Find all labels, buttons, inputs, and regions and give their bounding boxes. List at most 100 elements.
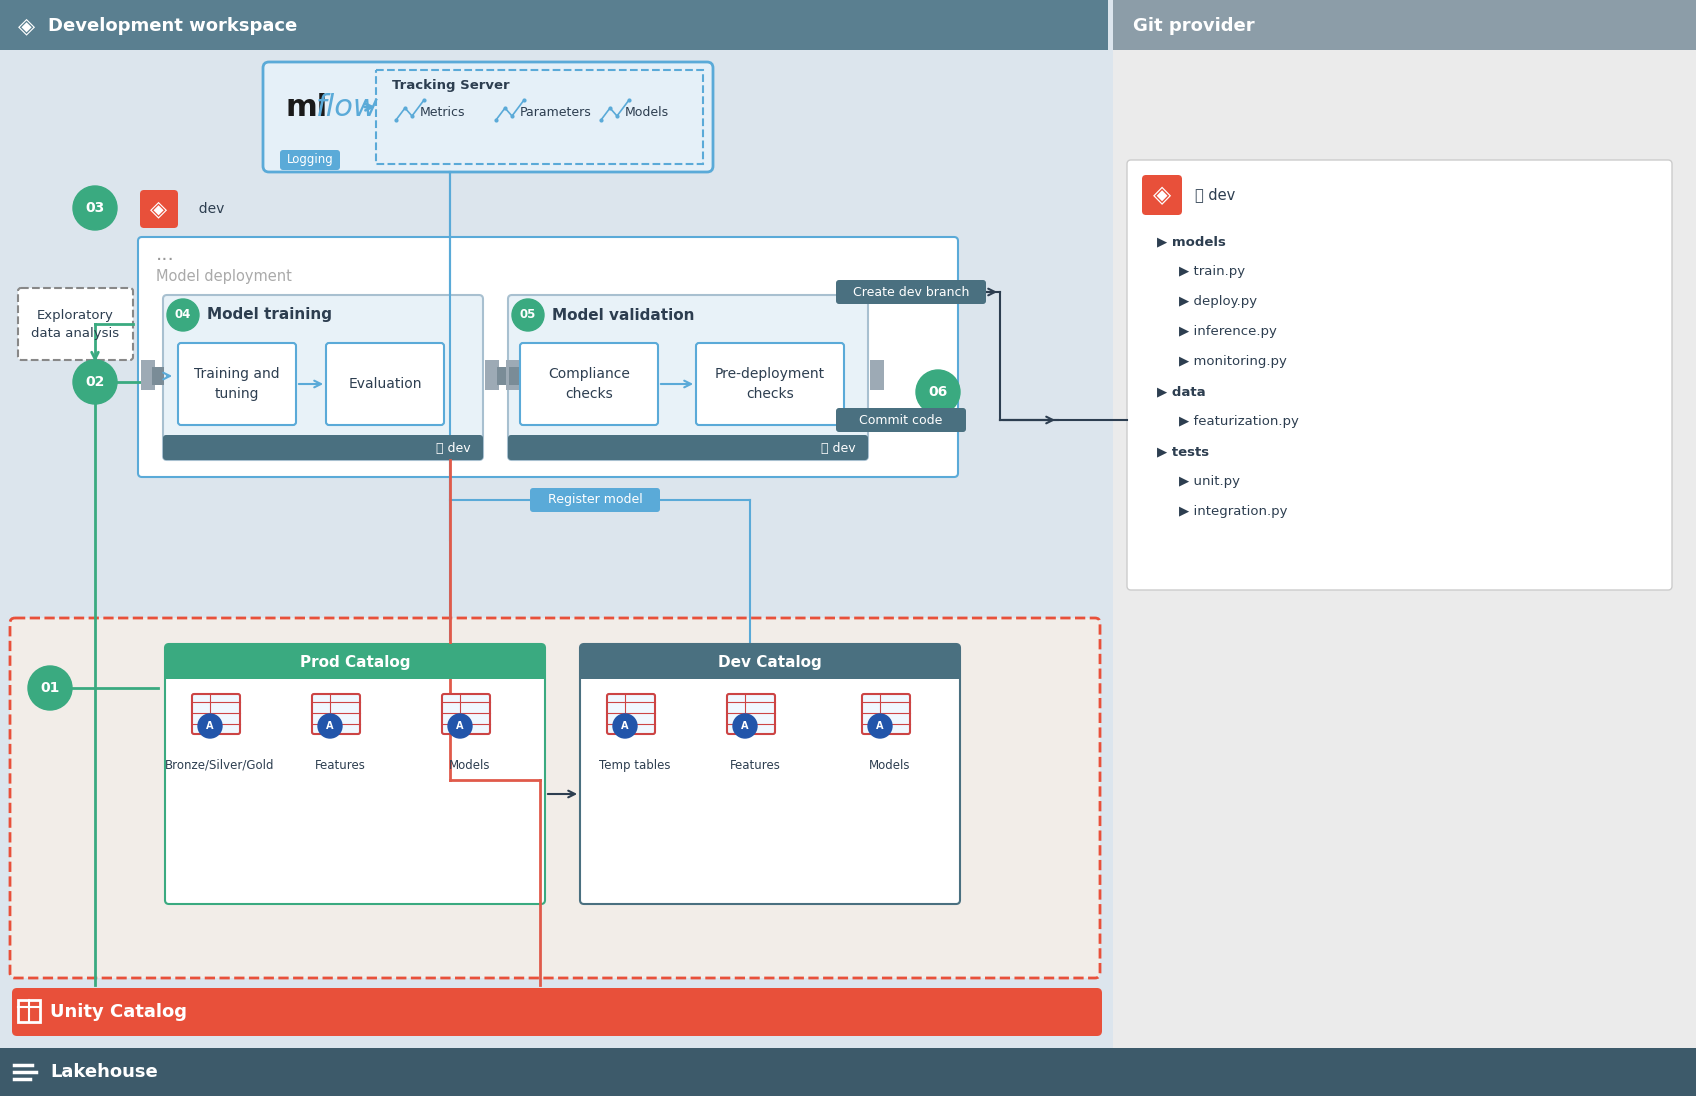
Text: ▶ models: ▶ models bbox=[1157, 236, 1226, 249]
Text: ▶ integration.py: ▶ integration.py bbox=[1179, 505, 1287, 518]
Text: 04: 04 bbox=[175, 308, 192, 321]
Text: Tracking Server: Tracking Server bbox=[392, 79, 509, 91]
Text: Temp tables: Temp tables bbox=[599, 760, 670, 772]
Text: Features: Features bbox=[314, 760, 365, 772]
Circle shape bbox=[448, 713, 471, 738]
Bar bbox=[19, 1000, 41, 1021]
Text: Unity Catalog: Unity Catalog bbox=[49, 1003, 187, 1021]
Text: ...: ... bbox=[156, 246, 175, 264]
Text: ◈: ◈ bbox=[151, 199, 168, 219]
Text: Pre-deployment
checks: Pre-deployment checks bbox=[716, 367, 824, 401]
Text: Logging: Logging bbox=[287, 153, 334, 167]
FancyBboxPatch shape bbox=[862, 694, 911, 734]
Text: ᚹ dev: ᚹ dev bbox=[1196, 187, 1235, 203]
Text: Dev Catalog: Dev Catalog bbox=[717, 654, 823, 670]
Circle shape bbox=[73, 359, 117, 404]
Bar bbox=[377, 70, 704, 164]
Circle shape bbox=[166, 299, 198, 331]
Text: flow: flow bbox=[315, 92, 378, 122]
FancyBboxPatch shape bbox=[443, 694, 490, 734]
Text: A: A bbox=[877, 721, 884, 731]
Circle shape bbox=[73, 186, 117, 230]
Bar bbox=[176, 308, 941, 473]
Text: ▶ deploy.py: ▶ deploy.py bbox=[1179, 296, 1257, 308]
Text: 03: 03 bbox=[85, 201, 105, 215]
FancyBboxPatch shape bbox=[165, 644, 544, 904]
Text: Training and
tuning: Training and tuning bbox=[193, 367, 280, 401]
FancyBboxPatch shape bbox=[178, 343, 297, 425]
Text: 06: 06 bbox=[928, 385, 948, 399]
Circle shape bbox=[198, 713, 222, 738]
FancyBboxPatch shape bbox=[165, 644, 544, 680]
FancyBboxPatch shape bbox=[137, 237, 958, 477]
Circle shape bbox=[612, 713, 638, 738]
Text: 02: 02 bbox=[85, 375, 105, 389]
Text: Git provider: Git provider bbox=[1133, 18, 1255, 35]
FancyBboxPatch shape bbox=[529, 488, 660, 512]
Text: A: A bbox=[207, 721, 214, 731]
FancyBboxPatch shape bbox=[607, 694, 655, 734]
FancyBboxPatch shape bbox=[728, 694, 775, 734]
FancyBboxPatch shape bbox=[19, 288, 132, 359]
Circle shape bbox=[868, 713, 892, 738]
Bar bbox=[141, 359, 154, 390]
Text: ▶ tests: ▶ tests bbox=[1157, 445, 1209, 458]
Text: Bronze/Silver/Gold: Bronze/Silver/Gold bbox=[165, 760, 275, 772]
Bar bbox=[165, 662, 544, 680]
Bar bbox=[0, 0, 1107, 50]
FancyBboxPatch shape bbox=[163, 435, 483, 460]
Text: Register model: Register model bbox=[548, 493, 643, 506]
Text: Models: Models bbox=[870, 760, 911, 772]
Text: ᚹ dev: ᚹ dev bbox=[436, 442, 471, 455]
Text: 05: 05 bbox=[519, 308, 536, 321]
FancyBboxPatch shape bbox=[509, 435, 868, 460]
Text: Models: Models bbox=[626, 106, 670, 119]
Text: Metrics: Metrics bbox=[421, 106, 465, 119]
Bar bbox=[497, 367, 509, 385]
FancyBboxPatch shape bbox=[192, 694, 241, 734]
Text: ◈: ◈ bbox=[1153, 183, 1170, 207]
FancyBboxPatch shape bbox=[1128, 160, 1672, 590]
Circle shape bbox=[29, 666, 71, 710]
Bar bbox=[0, 50, 1107, 1050]
FancyBboxPatch shape bbox=[163, 295, 483, 460]
Text: Exploratory
data analysis: Exploratory data analysis bbox=[31, 308, 119, 340]
Text: Lakehouse: Lakehouse bbox=[49, 1063, 158, 1081]
FancyBboxPatch shape bbox=[521, 343, 658, 425]
Text: Evaluation: Evaluation bbox=[348, 377, 422, 391]
FancyBboxPatch shape bbox=[12, 987, 1102, 1036]
Text: A: A bbox=[326, 721, 334, 731]
FancyBboxPatch shape bbox=[836, 408, 967, 432]
Bar bbox=[1113, 0, 1696, 50]
Text: 01: 01 bbox=[41, 681, 59, 695]
Text: ml: ml bbox=[285, 92, 327, 122]
Text: Models: Models bbox=[449, 760, 490, 772]
Text: Development workspace: Development workspace bbox=[47, 18, 297, 35]
FancyBboxPatch shape bbox=[695, 343, 845, 425]
FancyBboxPatch shape bbox=[580, 644, 960, 904]
Bar bbox=[870, 359, 884, 390]
Circle shape bbox=[916, 370, 960, 414]
Bar bbox=[505, 359, 521, 390]
Text: ▶ inference.py: ▶ inference.py bbox=[1179, 326, 1277, 339]
Text: ▶ train.py: ▶ train.py bbox=[1179, 265, 1245, 278]
Circle shape bbox=[319, 713, 343, 738]
Text: ᚹ dev: ᚹ dev bbox=[821, 442, 856, 455]
Text: Model validation: Model validation bbox=[551, 308, 694, 322]
Bar bbox=[0, 1048, 1696, 1096]
Text: Create dev branch: Create dev branch bbox=[853, 285, 968, 298]
Bar bbox=[1113, 50, 1696, 1050]
Text: Parameters: Parameters bbox=[521, 106, 592, 119]
Bar bbox=[580, 662, 960, 680]
Text: A: A bbox=[621, 721, 629, 731]
FancyBboxPatch shape bbox=[509, 295, 868, 460]
FancyBboxPatch shape bbox=[280, 150, 339, 170]
FancyBboxPatch shape bbox=[1141, 175, 1182, 215]
FancyBboxPatch shape bbox=[326, 343, 444, 425]
Text: ◈: ◈ bbox=[19, 16, 36, 36]
Bar bbox=[485, 359, 499, 390]
Bar bbox=[168, 300, 933, 465]
Text: ▶ monitoring.py: ▶ monitoring.py bbox=[1179, 355, 1287, 368]
Circle shape bbox=[733, 713, 756, 738]
Text: Compliance
checks: Compliance checks bbox=[548, 367, 629, 401]
